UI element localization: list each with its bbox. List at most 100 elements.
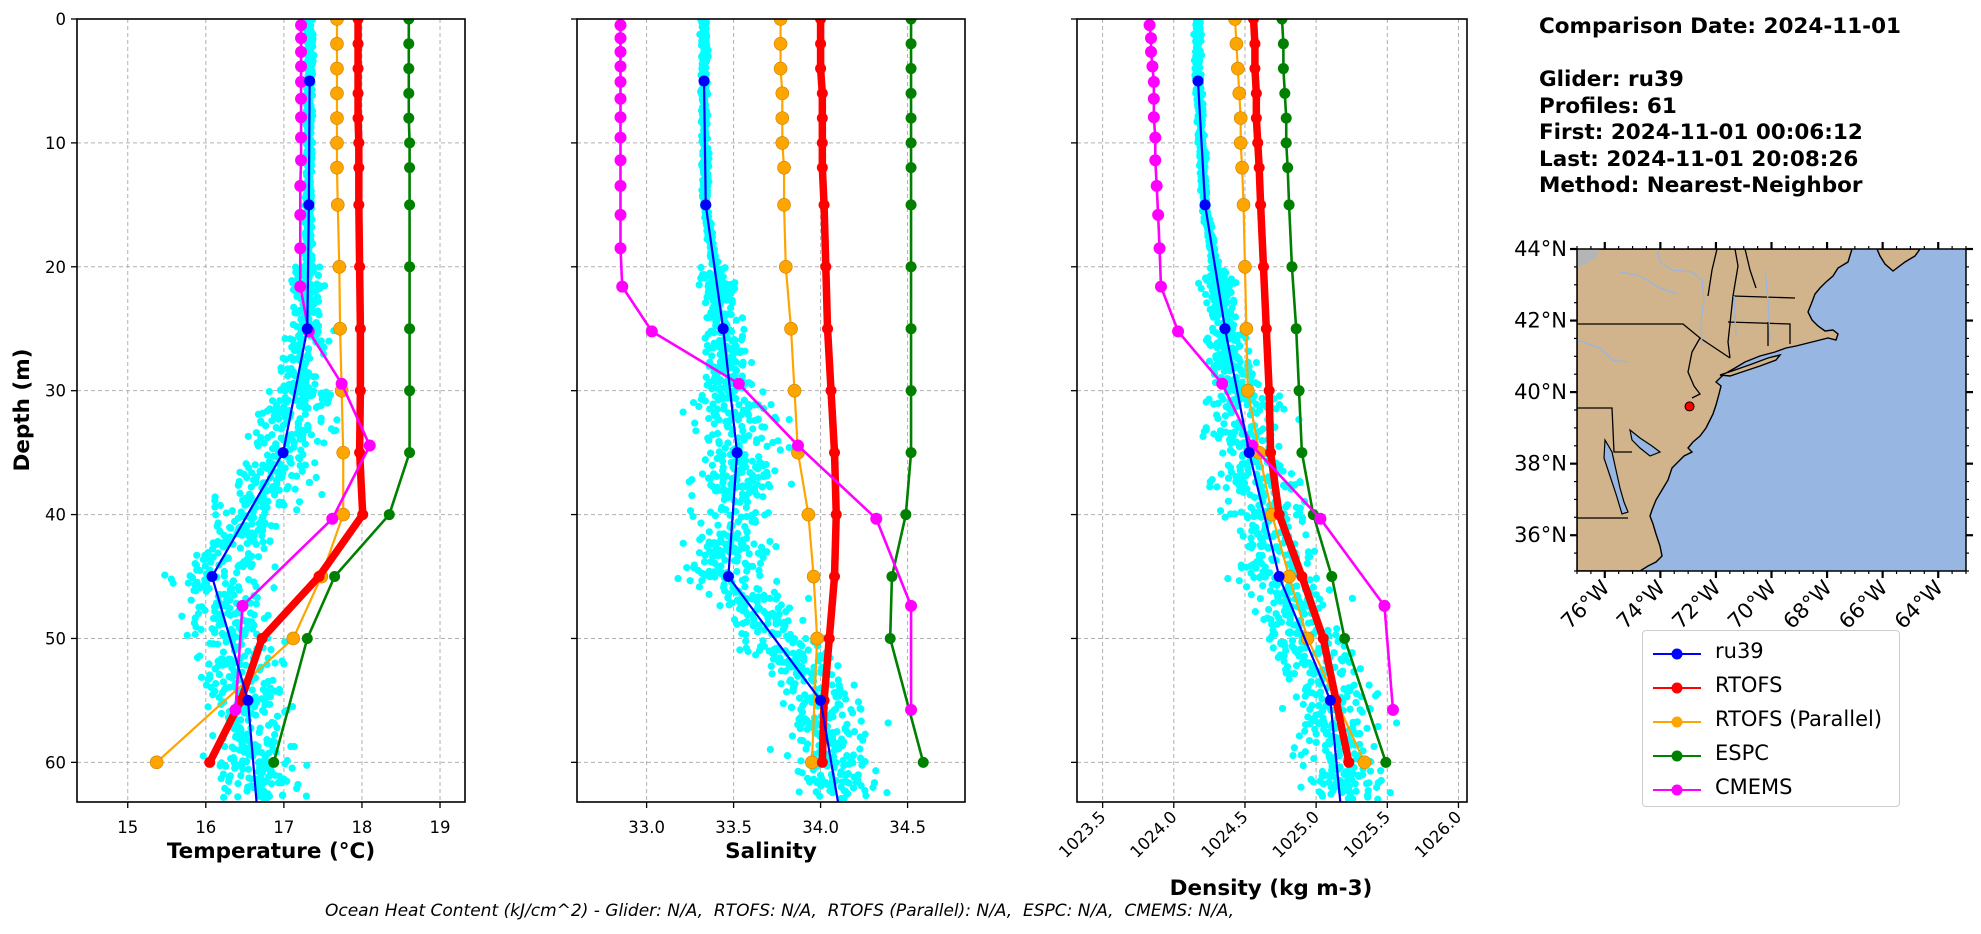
glider-scatter-point <box>1232 279 1240 287</box>
data-point-espc <box>329 571 341 583</box>
glider-scatter-point <box>257 523 266 531</box>
glider-scatter-point <box>211 497 219 505</box>
map-lon-label: 70°W <box>1723 575 1781 633</box>
data-point-rtofs <box>313 571 325 583</box>
map-lat-label: 36°N <box>1514 523 1567 547</box>
data-point-rtofs <box>354 323 366 335</box>
glider-scatter-point <box>203 555 211 563</box>
map-lon-label: 74°W <box>1612 575 1670 633</box>
data-point-rtofs-parallel <box>787 383 802 398</box>
glider-scatter-point <box>1300 654 1308 662</box>
glider-scatter-point <box>198 603 206 611</box>
location-map: 76°W74°W72°W70°W68°W66°W64°W 36°N38°N40°… <box>1514 237 1973 634</box>
legend-label-ru39: ru39 <box>1715 639 1764 663</box>
glider-scatter-point <box>734 518 742 526</box>
glider-scatter-point <box>197 673 206 681</box>
glider-scatter-point <box>258 780 266 788</box>
data-point-rtofs <box>816 137 828 149</box>
glider-scatter-point <box>225 777 233 786</box>
glider-scatter-point <box>234 583 243 591</box>
glider-scatter-point <box>273 712 282 720</box>
glider-scatter-point <box>1251 608 1259 616</box>
glider-scatter-point <box>288 277 296 285</box>
glider-scatter-point <box>742 637 750 645</box>
glider-scatter-point <box>725 601 733 609</box>
glider-scatter-point <box>701 28 709 36</box>
glider-scatter-point <box>1275 400 1284 409</box>
glider-scatter-point <box>260 708 269 716</box>
glider-scatter-point <box>834 676 842 684</box>
glider-scatter-point <box>236 544 244 552</box>
glider-scatter-point <box>216 527 224 535</box>
glider-scatter-point <box>193 654 202 662</box>
glider-scatter-point <box>1235 577 1243 585</box>
glider-scatter-point <box>322 388 330 396</box>
data-point-rtofs <box>820 261 832 273</box>
salinity-axes-frame <box>576 18 966 803</box>
data-point-rtofs <box>816 112 828 124</box>
glider-scatter-point <box>766 483 774 491</box>
glider-scatter-point <box>289 379 297 388</box>
glider-scatter-point <box>768 670 776 678</box>
density-yticks <box>1071 18 1077 764</box>
glider-scatter-point <box>754 623 762 631</box>
glider-scatter-point <box>266 684 275 692</box>
glider-scatter-point <box>756 571 764 580</box>
glider-scatter-point <box>764 509 772 517</box>
x-tick-label: 1026.0 <box>1411 807 1465 861</box>
glider-scatter-point <box>695 583 704 591</box>
glider-scatter-point <box>705 436 713 444</box>
data-point-rtofs-parallel <box>1231 61 1245 76</box>
glider-scatter-point <box>209 614 218 623</box>
data-point-cmems <box>294 280 307 293</box>
data-point-rtofs-parallel <box>330 136 344 150</box>
glider-scatter-point <box>1346 771 1354 779</box>
glider-scatter-point <box>700 270 708 279</box>
glider-scatter-point <box>1257 559 1266 568</box>
data-point-rtofs <box>1247 19 1259 25</box>
glider-scatter-point <box>741 483 749 491</box>
glider-scatter-point <box>317 401 325 410</box>
glider-scatter-point <box>262 694 270 702</box>
map-lat-ticks: 36°N38°N40°N42°N44°N <box>1514 237 1973 572</box>
glider-scatter-point <box>744 411 753 419</box>
glider-scatter-point <box>230 517 239 526</box>
glider-scatter-point <box>1269 629 1278 638</box>
glider-scatter-point <box>1229 432 1237 440</box>
glider-scatter-point <box>246 514 254 522</box>
glider-scatter-point <box>311 380 319 388</box>
glider-scatter-point <box>823 780 831 789</box>
glider-scatter-point <box>1226 277 1234 285</box>
data-point-rtofs-parallel <box>773 19 788 26</box>
glider-scatter-point <box>266 537 274 546</box>
glider-scatter-point <box>1346 705 1354 713</box>
glider-scatter-point <box>1312 691 1320 699</box>
legend-swatch-rtofs <box>1653 682 1701 694</box>
glider-scatter-point <box>872 767 880 775</box>
glider-scatter-point <box>257 434 265 442</box>
glider-scatter-point <box>803 774 812 782</box>
glider-scatter-point <box>320 439 328 447</box>
glider-location-marker[interactable] <box>1684 401 1695 412</box>
glider-scatter-point <box>296 461 304 470</box>
data-point-rtofs <box>1257 261 1269 273</box>
glider-scatter-point <box>242 661 250 669</box>
glider-scatter-point <box>251 461 259 469</box>
glider-scatter-point <box>1212 352 1220 360</box>
glider-scatter-point <box>807 675 816 683</box>
glider-scatter-point <box>838 778 846 786</box>
glider-scatter-point <box>264 677 272 686</box>
glider-scatter-point <box>292 264 301 272</box>
glider-scatter-point <box>857 717 865 725</box>
y-tick-label: 50 <box>45 629 66 648</box>
glider-scatter-point <box>838 735 846 743</box>
glider-scatter-point <box>1222 428 1230 436</box>
data-point-cmems <box>295 111 308 124</box>
glider-scatter-point <box>224 787 232 795</box>
glider-scatter-point <box>787 676 795 684</box>
glider-scatter-point <box>204 549 212 557</box>
glider-scatter-point <box>277 425 285 433</box>
data-point-rtofs <box>823 632 835 644</box>
glider-scatter-point <box>193 566 201 574</box>
data-point-cmems <box>616 280 629 293</box>
